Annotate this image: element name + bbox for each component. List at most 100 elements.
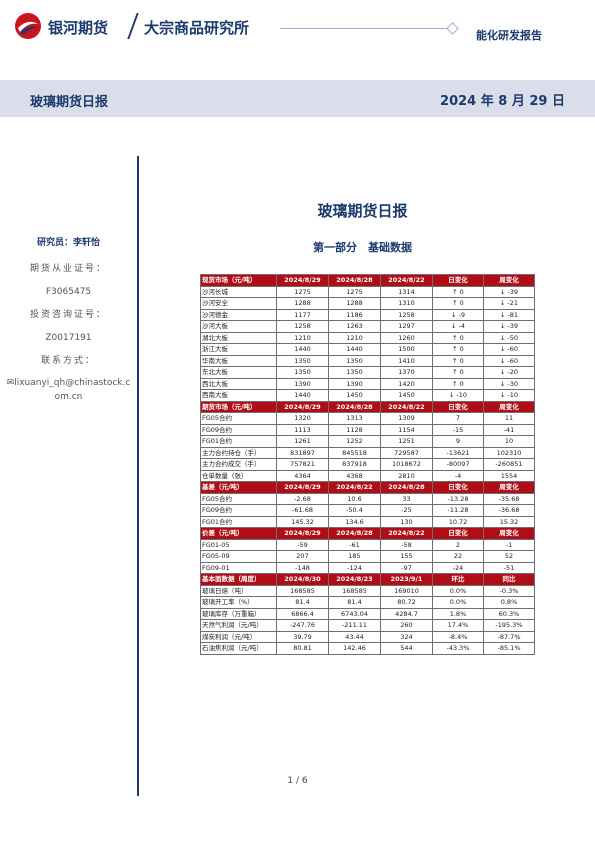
value-cell: 1258 [276, 320, 329, 333]
value-cell: 130 [380, 515, 433, 528]
section-header-row: 价差（元/吨） 2024/8/29 2024/8/28 2024/8/22 日变化 周变化 [200, 527, 535, 540]
title-band: 玻璃期货日报 2024 年 8 月 29 日 [0, 80, 595, 117]
header-divider [127, 13, 139, 39]
table-row: 华南大板 1350 1350 1410 ↑ 0 ↓ -60 [200, 354, 535, 367]
value-cell: 1420 [380, 377, 433, 390]
value-cell: 142.46 [328, 642, 381, 655]
email-contact[interactable]: ✉lixuanyi_qh@chinastock.com.cn [6, 376, 131, 404]
value-cell: 757821 [276, 458, 329, 471]
value-cell: -80097 [432, 458, 484, 471]
mail-icon: ✉ [6, 378, 15, 388]
value-cell: ↑ 0 [432, 285, 484, 298]
table-row: 玻璃库存（万重箱） 6866.4 6743.04 4284.7 1.8% 60.3% [200, 607, 535, 620]
header-cell: 2024/8/22 [380, 274, 433, 287]
value-cell: 837918 [328, 458, 381, 471]
value-cell: 10.72 [432, 515, 484, 528]
value-cell: 1320 [276, 412, 329, 425]
header-cell: 基差（元/吨） [200, 481, 277, 494]
table-row: FG01-05 -59 -61 -58 2 -1 [200, 538, 535, 551]
value-cell: ↓ -20 [483, 366, 535, 379]
value-cell: 1261 [276, 435, 329, 448]
value-cell: -36.68 [483, 504, 535, 517]
table-row: 主力合约成交（手） 757821 837918 1018672 -80097 -26085… [200, 458, 535, 471]
data-table: 现货市场（元/吨） 2024/8/29 2024/8/28 2024/8/22 日变化周… [200, 274, 535, 655]
value-cell: 4368 [328, 469, 381, 482]
value-cell: -13621 [432, 446, 484, 459]
header-deco-line [280, 28, 450, 29]
header-cell: 周变化 [483, 274, 535, 287]
value-cell: 1440 [328, 343, 381, 356]
value-cell: 544 [380, 642, 433, 655]
value-cell: 831897 [276, 446, 329, 459]
value-cell: 1350 [328, 366, 381, 379]
value-cell: 60.3% [483, 607, 535, 620]
table-row: 沙河大板 1258 1263 1297 ↓ -4 ↓ -39 [200, 320, 535, 333]
value-cell: -35.68 [483, 492, 535, 505]
value-cell: 1263 [328, 320, 381, 333]
value-cell: 39.79 [276, 630, 329, 643]
value-cell: 185 [328, 550, 381, 563]
header-cell: 日变化 [432, 481, 484, 494]
table-row: 沙河德金 1177 1186 1258 ↓ -9 ↓ -81 [200, 308, 535, 321]
row-label-cell: 西南大板 [200, 389, 277, 402]
row-label-cell: 东北大板 [200, 366, 277, 379]
value-cell: 260 [380, 619, 433, 632]
header-logo: 银河期货 大宗商品研究所 [14, 10, 314, 44]
value-cell: -211.11 [328, 619, 381, 632]
row-label-cell: FG01合约 [200, 435, 277, 448]
header-cell: 2024/8/30 [276, 573, 329, 586]
row-label-cell: 西北大板 [200, 377, 277, 390]
row-label-cell: 湖北大板 [200, 331, 277, 344]
value-cell: -61.68 [276, 504, 329, 517]
email-address[interactable]: lixuanyi_qh@chinastock.com.cn [14, 378, 131, 402]
value-cell: 1154 [380, 423, 433, 436]
row-label-cell: FG09-01 [200, 561, 277, 574]
header-cell: 基本面数据（周度） [200, 573, 277, 586]
header-cell: 现货市场（元/吨） [200, 274, 277, 287]
value-cell: 0.0% [432, 596, 484, 609]
header-cell: 日变化 [432, 274, 484, 287]
value-cell: -51 [483, 561, 535, 574]
value-cell: -124 [328, 561, 381, 574]
value-cell: ↑ 0 [432, 377, 484, 390]
value-cell: 168585 [276, 584, 329, 597]
row-label-cell: 仓单数量（张） [200, 469, 277, 482]
value-cell: 80.81 [276, 642, 329, 655]
value-cell: ↓ -10 [432, 389, 484, 402]
value-cell: ↓ -39 [483, 320, 535, 333]
value-cell: 1275 [328, 285, 381, 298]
table-row: 湖北大板 1210 1210 1260 ↑ 0 ↓ -50 [200, 331, 535, 344]
header-cell: 周变化 [483, 527, 535, 540]
value-cell: 729587 [380, 446, 433, 459]
table-body: 现货市场（元/吨） 2024/8/29 2024/8/28 2024/8/22 日变化周… [200, 274, 535, 655]
page-number: 1 / 6 [287, 776, 308, 786]
value-cell: 1275 [276, 285, 329, 298]
table-row: 主力合约持仓（手） 831897 845518 729587 -13621 102310 [200, 446, 535, 459]
sidebar-divider [137, 156, 139, 796]
value-cell: ↓ -21 [483, 297, 535, 310]
value-cell: 4284.7 [380, 607, 433, 620]
header-cell: 2024/8/28 [328, 274, 381, 287]
consult-label: 投资咨询证号： [29, 310, 107, 320]
row-label-cell: 天然气利润（元/吨） [200, 619, 277, 632]
value-cell: -4 [432, 469, 484, 482]
value-cell: 1210 [276, 331, 329, 344]
header-cell: 价差（元/吨） [200, 527, 277, 540]
value-cell: 1260 [380, 331, 433, 344]
analyst-name: 研究员：李轩怡 [36, 238, 100, 248]
value-cell: 1128 [328, 423, 381, 436]
value-cell: 6743.04 [328, 607, 381, 620]
value-cell: -2.68 [276, 492, 329, 505]
value-cell: ↓ -10 [483, 389, 535, 402]
value-cell: -260851 [483, 458, 535, 471]
value-cell: 1450 [380, 389, 433, 402]
header-cell: 2024/8/28 [328, 400, 381, 413]
value-cell: 1390 [328, 377, 381, 390]
row-label-cell: 主力合约成交（手） [200, 458, 277, 471]
value-cell: -87.7% [483, 630, 535, 643]
value-cell: 1177 [276, 308, 329, 321]
table-row: FG01合约 145.32 134.6 130 10.72 15.32 [200, 515, 535, 528]
table-row: 浙江大板 1440 1440 1500 ↑ 0 ↓ -60 [200, 343, 535, 356]
header-cell: 日变化 [432, 527, 484, 540]
value-cell: 845518 [328, 446, 381, 459]
